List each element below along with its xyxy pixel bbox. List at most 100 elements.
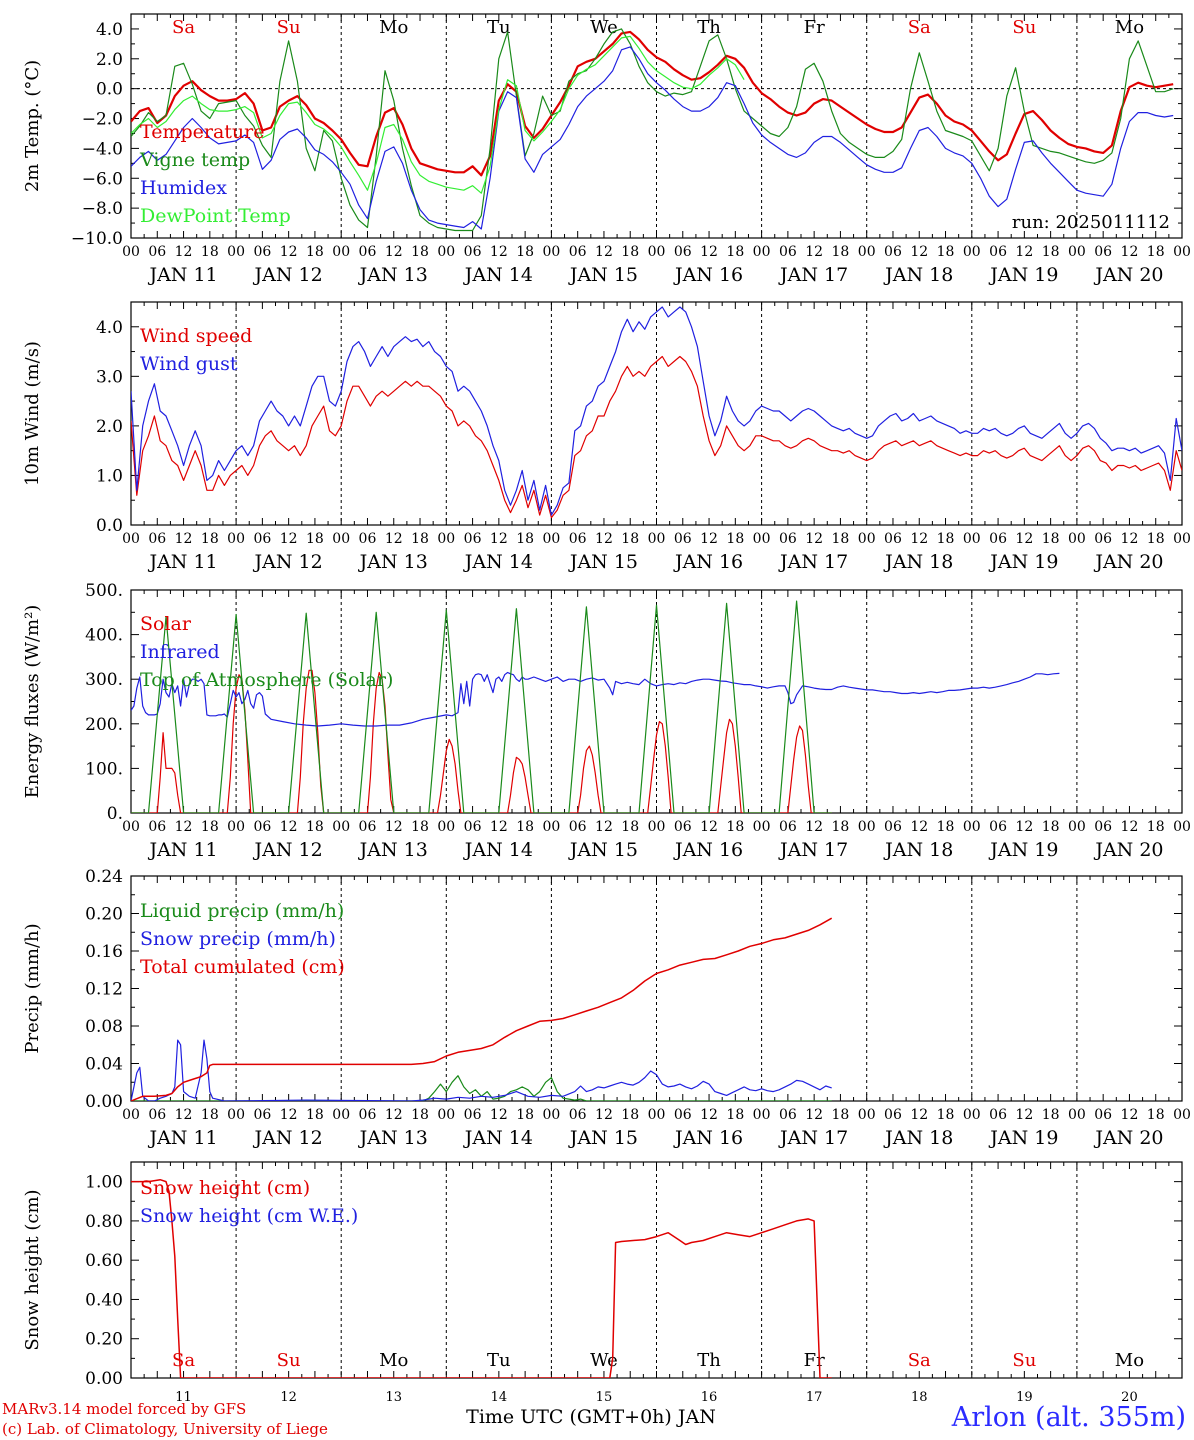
series-group bbox=[131, 28, 1174, 232]
y-tick-label: 400. bbox=[85, 626, 123, 646]
day-label: JAN 12 bbox=[253, 839, 323, 861]
hour-label: 06 bbox=[989, 1107, 1007, 1123]
hour-label: 00 bbox=[332, 819, 350, 835]
day-label: JAN 16 bbox=[673, 551, 743, 573]
series-line-liquid-precip-mm-h bbox=[131, 1075, 832, 1101]
hour-label: 00 bbox=[122, 244, 140, 260]
day-label: JAN 11 bbox=[147, 839, 217, 861]
y-tick-label: 0.0 bbox=[96, 516, 123, 536]
hour-label: 18 bbox=[726, 1107, 744, 1123]
hour-label: 18 bbox=[516, 244, 534, 260]
plot-frame bbox=[130, 301, 1183, 526]
hour-label: 06 bbox=[779, 1107, 797, 1123]
hour-label: 00 bbox=[753, 1107, 771, 1123]
y-tick-label: 0.16 bbox=[85, 942, 123, 962]
hour-label: 00 bbox=[542, 819, 560, 835]
hour-label: 00 bbox=[648, 819, 666, 835]
legend-entry: Top of Atmosphere (Solar) bbox=[140, 669, 393, 691]
day-label: JAN 13 bbox=[358, 1127, 428, 1149]
day-label: JAN 20 bbox=[1093, 839, 1163, 861]
legend-entry: Wind gust bbox=[140, 353, 238, 375]
hour-label: 12 bbox=[1121, 531, 1139, 547]
series-line-dewpoint-temp bbox=[131, 35, 745, 194]
hour-label: 06 bbox=[148, 1107, 166, 1123]
y-axis-label: Energy fluxes (W/m²) bbox=[22, 605, 43, 799]
hour-label: 12 bbox=[175, 244, 193, 260]
hour-label: 12 bbox=[1121, 819, 1139, 835]
hour-label: 18 bbox=[1147, 819, 1165, 835]
hour-label: 00 bbox=[1068, 531, 1086, 547]
hour-label: 18 bbox=[201, 819, 219, 835]
hour-label: 00 bbox=[858, 819, 876, 835]
hour-label: 06 bbox=[253, 819, 271, 835]
model-credit: MARv3.14 model forced by GFS bbox=[2, 1400, 247, 1418]
y-tick-label: 4.0 bbox=[96, 20, 123, 40]
panel-4: 0.00 0.04 0.08 0.12 0.16 0.20 0.24 Precip (mm/h… bbox=[22, 867, 1191, 1149]
day-label: JAN 17 bbox=[778, 839, 848, 861]
weekday-label: Fr bbox=[804, 17, 825, 38]
day-label: JAN 20 bbox=[1093, 264, 1163, 286]
day-label: JAN 12 bbox=[253, 551, 323, 573]
series-line-temperature bbox=[131, 30, 1174, 177]
panel-5: 0.00 0.20 0.40 0.60 0.80 1.00 Snow height (cm)… bbox=[22, 1161, 1183, 1405]
hour-label: 18 bbox=[621, 531, 639, 547]
day-label: JAN 18 bbox=[883, 264, 953, 286]
y-axis-label: Snow height (cm) bbox=[22, 1189, 43, 1350]
hour-label: 06 bbox=[148, 244, 166, 260]
hour-label: 06 bbox=[779, 244, 797, 260]
hour-label: 18 bbox=[411, 819, 429, 835]
hour-label: 06 bbox=[884, 1107, 902, 1123]
hour-label: 12 bbox=[490, 244, 508, 260]
hour-label: 06 bbox=[1094, 531, 1112, 547]
y-tick-label: 300. bbox=[85, 670, 123, 690]
hour-label: 12 bbox=[595, 1107, 613, 1123]
hour-label: 18 bbox=[832, 1107, 850, 1123]
day-number: 16 bbox=[701, 1390, 718, 1405]
hour-label: 00 bbox=[122, 1107, 140, 1123]
day-label: JAN 15 bbox=[568, 1127, 638, 1149]
day-number: 18 bbox=[911, 1390, 928, 1405]
hour-label: 12 bbox=[700, 531, 718, 547]
hour-label: 18 bbox=[621, 1107, 639, 1123]
hour-label: 18 bbox=[832, 819, 850, 835]
series-line-snow-height-cm bbox=[131, 1178, 832, 1378]
hour-label: 00 bbox=[648, 531, 666, 547]
hour-label: 00 bbox=[963, 1107, 981, 1123]
hour-label: 18 bbox=[621, 819, 639, 835]
hour-label: 00 bbox=[227, 244, 245, 260]
y-axis-label: 10m Wind (m/s) bbox=[22, 341, 43, 486]
weekday-label: We bbox=[590, 17, 618, 38]
y-tick-label: 200. bbox=[85, 715, 123, 735]
y-tick-label: 4.0 bbox=[96, 318, 123, 338]
hour-label: 06 bbox=[148, 531, 166, 547]
series-line-humidex bbox=[131, 46, 1174, 230]
hour-label: 12 bbox=[490, 531, 508, 547]
station-label: Arlon (alt. 355m) bbox=[951, 1402, 1186, 1433]
hour-label: 00 bbox=[227, 819, 245, 835]
hour-label: 12 bbox=[805, 819, 823, 835]
hour-label: 12 bbox=[1121, 244, 1139, 260]
day-label: JAN 12 bbox=[253, 1127, 323, 1149]
day-label: JAN 19 bbox=[988, 264, 1058, 286]
y-tick-label: 100. bbox=[85, 759, 123, 779]
hour-label: 12 bbox=[175, 1107, 193, 1123]
series-line-infrared bbox=[131, 671, 1060, 727]
hour-label: 00 bbox=[122, 531, 140, 547]
day-label: JAN 16 bbox=[673, 264, 743, 286]
legend-entry: DewPoint Temp bbox=[140, 205, 291, 227]
day-label: JAN 19 bbox=[988, 1127, 1058, 1149]
hour-label: 00 bbox=[437, 819, 455, 835]
hour-label: 00 bbox=[1173, 819, 1191, 835]
hour-label: 18 bbox=[1147, 244, 1165, 260]
day-label: JAN 15 bbox=[568, 264, 638, 286]
hour-label: 12 bbox=[1015, 531, 1033, 547]
y-tick-label: −6.0 bbox=[82, 169, 123, 189]
day-label: JAN 13 bbox=[358, 551, 428, 573]
hour-label: 12 bbox=[700, 819, 718, 835]
hour-label: 06 bbox=[359, 1107, 377, 1123]
hour-label: 06 bbox=[464, 531, 482, 547]
hour-label: 18 bbox=[1042, 531, 1060, 547]
hour-label: 06 bbox=[989, 244, 1007, 260]
hour-label: 06 bbox=[884, 244, 902, 260]
